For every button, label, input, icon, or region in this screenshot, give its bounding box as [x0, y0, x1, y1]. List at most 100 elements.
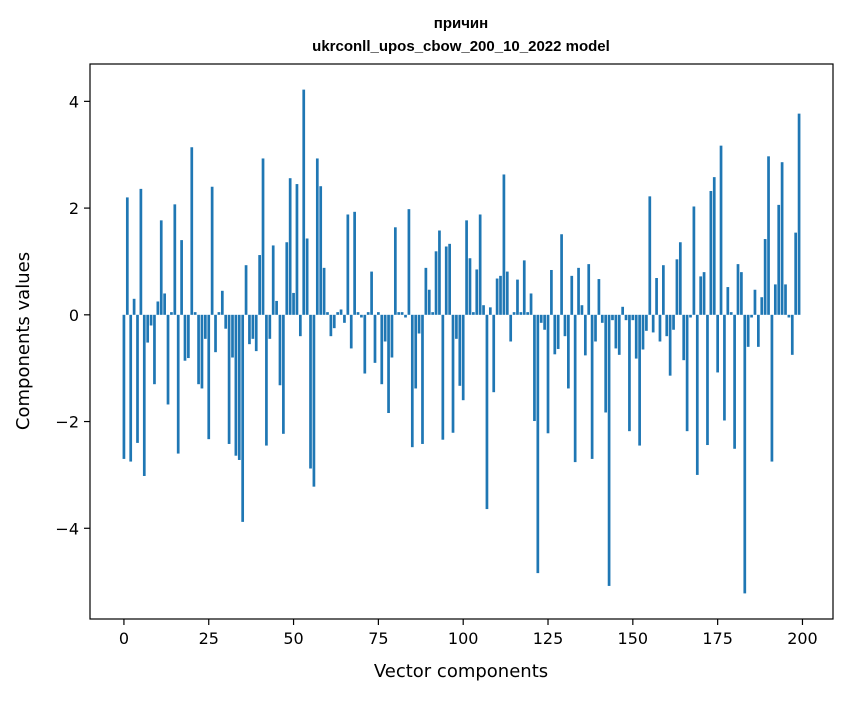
bar	[234, 314, 238, 456]
bar	[210, 186, 214, 315]
bar	[573, 314, 577, 463]
bar	[285, 242, 289, 315]
bar	[614, 314, 618, 349]
bar	[173, 204, 177, 315]
bar	[183, 314, 187, 361]
y-tick-label: 0	[69, 306, 79, 325]
bar	[665, 314, 669, 337]
bar	[356, 312, 360, 315]
bar	[780, 162, 784, 315]
x-tick-label: 200	[787, 629, 818, 648]
bar	[315, 158, 319, 315]
bar	[628, 314, 631, 432]
x-tick-label: 25	[199, 629, 219, 648]
bar	[166, 314, 170, 405]
bar	[146, 314, 150, 343]
bar	[550, 269, 553, 315]
bar	[132, 298, 136, 315]
bar	[332, 314, 336, 329]
bar	[797, 113, 801, 315]
bar	[227, 314, 231, 444]
bar	[678, 242, 682, 315]
bar	[502, 174, 506, 315]
bar	[326, 312, 329, 315]
bar	[512, 312, 516, 315]
bar	[142, 314, 146, 476]
bar	[760, 297, 764, 315]
bar	[658, 314, 662, 342]
bar	[404, 314, 407, 318]
bar	[567, 314, 570, 389]
x-tick-label: 175	[702, 629, 733, 648]
bar	[526, 312, 530, 315]
bar	[488, 307, 492, 315]
bar	[377, 312, 380, 315]
bar	[363, 314, 367, 374]
bar	[319, 186, 323, 315]
bar	[706, 314, 709, 446]
bar	[190, 147, 194, 315]
bar	[580, 305, 584, 315]
bar	[214, 314, 217, 353]
bar	[689, 314, 692, 318]
bar-series	[122, 89, 801, 594]
bar	[149, 314, 153, 326]
bar	[617, 314, 621, 355]
bar	[624, 314, 628, 321]
bar	[251, 314, 255, 339]
bar	[187, 314, 190, 359]
bar	[441, 314, 445, 440]
bar	[237, 314, 241, 460]
bar	[641, 314, 645, 350]
x-axis-label: Vector components	[374, 661, 548, 682]
bar	[790, 314, 794, 355]
bar	[444, 246, 448, 315]
x-tick-label: 50	[283, 629, 303, 648]
bar	[607, 314, 611, 586]
bar	[702, 272, 706, 315]
bar	[180, 240, 183, 315]
bar	[156, 301, 160, 315]
bar	[248, 314, 251, 345]
bar	[787, 314, 791, 318]
bar	[668, 314, 672, 376]
bar	[343, 314, 346, 323]
y-tick-label: 4	[69, 92, 79, 111]
bar	[757, 314, 760, 347]
bar	[556, 314, 560, 349]
y-axis-label: Components values	[13, 252, 34, 430]
bar	[645, 314, 648, 331]
x-axis-ticks: 0 25 50 75 100 125 150 175 200	[119, 619, 818, 648]
bar	[638, 314, 641, 446]
bar	[485, 314, 489, 510]
bar	[505, 271, 509, 315]
bar	[478, 214, 482, 315]
bar	[336, 312, 340, 315]
bar	[611, 314, 614, 321]
bar	[716, 314, 719, 373]
bar	[431, 312, 435, 315]
bar	[387, 314, 390, 414]
bar	[271, 245, 275, 315]
bar	[380, 314, 384, 385]
bar	[129, 314, 133, 462]
x-tick-label: 125	[533, 629, 564, 648]
bar	[241, 314, 245, 522]
bar	[373, 314, 377, 363]
y-tick-label: −4	[55, 519, 79, 538]
bar	[217, 312, 221, 315]
y-tick-label: −2	[55, 413, 79, 432]
bar	[648, 196, 652, 315]
bar	[231, 314, 234, 358]
bar	[421, 314, 424, 444]
bar	[302, 89, 306, 315]
bar	[322, 267, 326, 315]
bar	[370, 271, 373, 315]
bar	[261, 158, 265, 315]
bar	[682, 314, 686, 361]
bar	[594, 314, 597, 342]
bar	[604, 314, 608, 413]
bar	[455, 314, 458, 339]
